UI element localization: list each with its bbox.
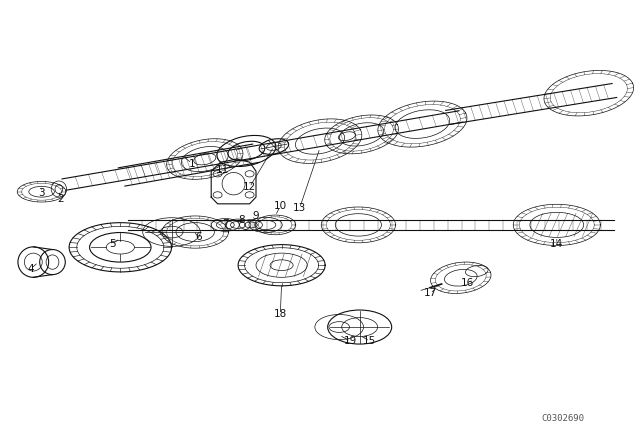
Text: 14: 14 — [550, 239, 563, 249]
Text: 12: 12 — [243, 182, 256, 192]
Text: 1: 1 — [189, 159, 195, 168]
Text: 3: 3 — [38, 188, 45, 198]
Text: 19: 19 — [344, 336, 357, 346]
Text: C0302690: C0302690 — [541, 414, 585, 423]
Text: 4: 4 — [28, 264, 34, 274]
Text: 18: 18 — [274, 310, 287, 319]
Text: 11: 11 — [216, 165, 229, 175]
Text: 13: 13 — [293, 203, 306, 213]
Text: 5: 5 — [109, 239, 115, 249]
Text: 16: 16 — [461, 278, 474, 288]
Text: 9: 9 — [253, 211, 259, 221]
Text: 2: 2 — [58, 194, 64, 204]
Text: 17: 17 — [424, 289, 436, 298]
Text: 6: 6 — [195, 233, 202, 242]
Text: 8: 8 — [239, 215, 245, 224]
Text: 7: 7 — [222, 219, 228, 229]
Text: 15: 15 — [364, 336, 376, 346]
Text: 10: 10 — [274, 201, 287, 211]
